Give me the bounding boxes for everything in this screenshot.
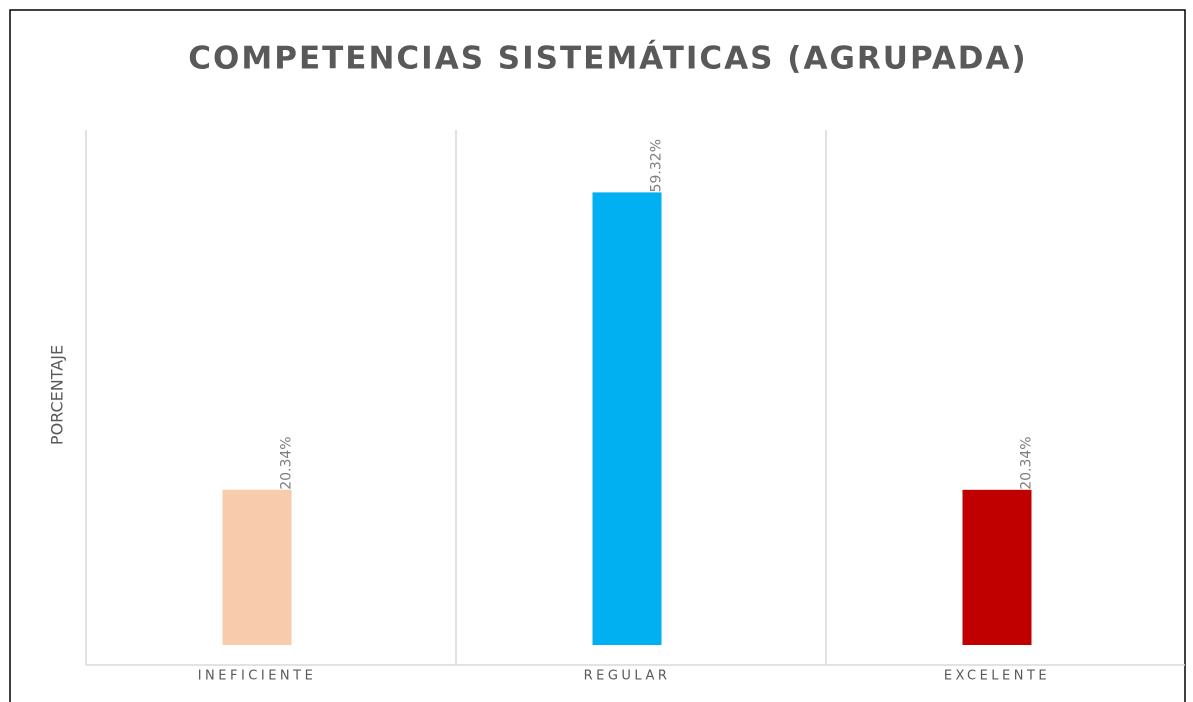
- bar: [962, 489, 1032, 645]
- x-tick-label: INEFICIENTE: [198, 669, 317, 684]
- chart-title: COMPETENCIAS SISTEMÁTICAS (AGRUPADA): [188, 41, 1027, 77]
- chart-frame: [9, 9, 1186, 702]
- data-label: 59.32%: [649, 139, 665, 192]
- x-tick-label: REGULAR: [584, 669, 671, 684]
- bar: [592, 192, 662, 645]
- bar: [222, 489, 292, 645]
- x-tick-label: EXCELENTE: [944, 669, 1050, 684]
- data-label: 20.34%: [1019, 436, 1035, 489]
- data-label: 20.34%: [279, 436, 295, 489]
- y-axis-label: PORCENTAJE: [48, 345, 67, 445]
